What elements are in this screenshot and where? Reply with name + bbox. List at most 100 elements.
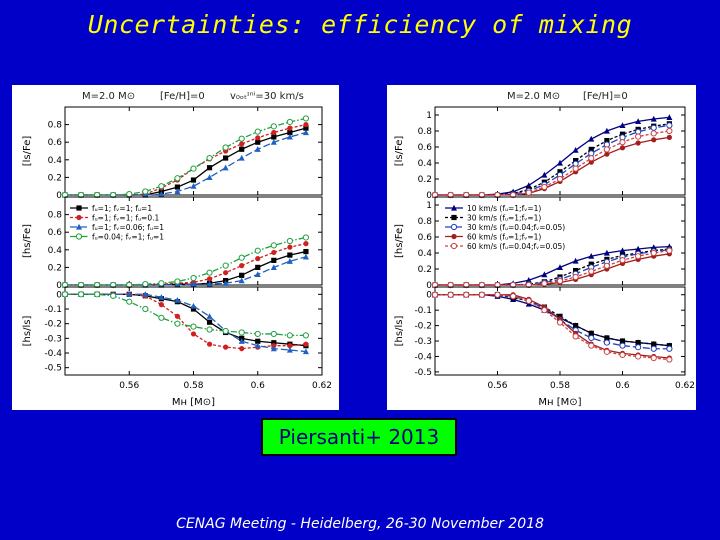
data-point: [238, 154, 245, 161]
y-tick-label: -0.3: [414, 337, 432, 347]
data-point: [588, 135, 595, 142]
left-chart: M=2.0 M⊙ [Fe/H]=0 v₀ₒₜᶦⁿⁱ=30 km/s 0 0.2 0.4 0.…: [22, 91, 332, 408]
data-point: [302, 129, 309, 136]
data-point: [255, 135, 261, 141]
series-line: [435, 294, 670, 350]
data-point: [541, 171, 548, 178]
x-tick-label: 0.6: [251, 381, 266, 391]
y-tick-label: -0.3: [44, 334, 62, 344]
data-point: [666, 134, 672, 140]
legend-label: 60 km/s (fᵤ=1;fᵥ=1): [467, 233, 541, 242]
data-point: [94, 281, 101, 289]
series-line: [65, 243, 307, 286]
data-point: [126, 298, 133, 305]
data-point: [650, 249, 657, 257]
data-point: [206, 341, 213, 347]
data-point: [635, 353, 642, 360]
data-point: [239, 263, 245, 269]
data-point: [223, 270, 229, 276]
y-tick-label: 0.2: [418, 175, 432, 185]
data-point: [286, 258, 293, 264]
series-line: [435, 116, 670, 196]
left-figure-panel: M=2.0 M⊙ [Fe/H]=0 v₀ₒₜᶦⁿⁱ=30 km/s 0 0.2 0.4 0.…: [12, 85, 339, 410]
data-point: [174, 320, 181, 327]
y-axis-label: [hs/Fe]: [394, 224, 405, 258]
data-point: [666, 247, 673, 254]
y-tick-label: -0.4: [44, 349, 62, 359]
data-point: [254, 128, 261, 135]
y-tick-label: -0.5: [414, 368, 432, 378]
data-point: [287, 129, 293, 136]
data-point: [206, 326, 213, 333]
data-point: [190, 331, 197, 337]
data-point: [557, 264, 563, 270]
data-point: [650, 354, 657, 362]
x-axis-label: Mʜ [M⊙]: [538, 397, 581, 408]
legend-label: fᵤ=0.04; fᵥ=1; fᵤ=1: [92, 233, 164, 242]
data-point: [254, 342, 261, 349]
series-line: [435, 294, 670, 347]
data-point: [603, 348, 610, 355]
data-point: [206, 319, 213, 325]
y-axis-label: [hs/ls]: [394, 316, 405, 347]
data-point: [190, 280, 197, 287]
legend-marker: [451, 214, 457, 221]
data-point: [238, 329, 245, 336]
data-point: [541, 271, 548, 278]
data-point: [238, 135, 245, 142]
data-point: [619, 145, 626, 151]
legend-marker: [76, 214, 82, 221]
data-point: [190, 165, 197, 172]
data-point: [619, 139, 626, 146]
data-point: [447, 281, 454, 289]
data-point: [651, 341, 657, 347]
data-point: [239, 346, 245, 352]
header-mass: M=2.0 M⊙: [82, 91, 135, 102]
citation-box: Piersanti+ 2013: [261, 418, 457, 456]
x-tick-label: 0.6: [615, 381, 630, 391]
data-point: [142, 191, 149, 198]
data-point: [478, 191, 485, 199]
data-point: [302, 253, 309, 260]
data-point: [572, 333, 579, 340]
data-point: [206, 276, 213, 282]
data-point: [223, 344, 229, 350]
legend-marker: [76, 223, 82, 230]
data-point: [588, 334, 595, 342]
data-point: [190, 323, 197, 330]
series-line: [435, 294, 670, 347]
data-point: [619, 131, 626, 137]
series-line: [435, 253, 670, 286]
legend-marker: [450, 223, 458, 231]
data-point: [239, 146, 245, 152]
data-point: [556, 277, 564, 285]
y-tick-label: 0.2: [48, 173, 62, 183]
data-point: [525, 277, 532, 283]
data-point: [303, 241, 309, 247]
series-line: [65, 127, 307, 196]
data-point: [206, 269, 213, 276]
data-point: [635, 140, 641, 146]
data-point: [174, 278, 181, 285]
data-point: [126, 291, 133, 297]
data-point: [573, 322, 579, 329]
data-point: [254, 271, 261, 278]
data-point: [239, 141, 245, 147]
data-point: [255, 139, 261, 145]
data-point: [190, 177, 197, 183]
data-point: [635, 253, 642, 260]
data-point: [94, 191, 101, 199]
data-point: [666, 122, 673, 129]
data-point: [588, 330, 594, 336]
data-point: [158, 190, 165, 197]
data-point: [525, 297, 532, 304]
y-tick-label: 0: [426, 291, 432, 301]
data-point: [142, 291, 149, 297]
data-point: [510, 191, 517, 199]
y-tick-label: 0.6: [48, 138, 63, 148]
y-tick-label: -0.2: [44, 320, 62, 330]
data-point: [619, 122, 626, 128]
data-point: [254, 247, 261, 254]
series-line: [435, 294, 670, 359]
data-point: [286, 237, 293, 245]
